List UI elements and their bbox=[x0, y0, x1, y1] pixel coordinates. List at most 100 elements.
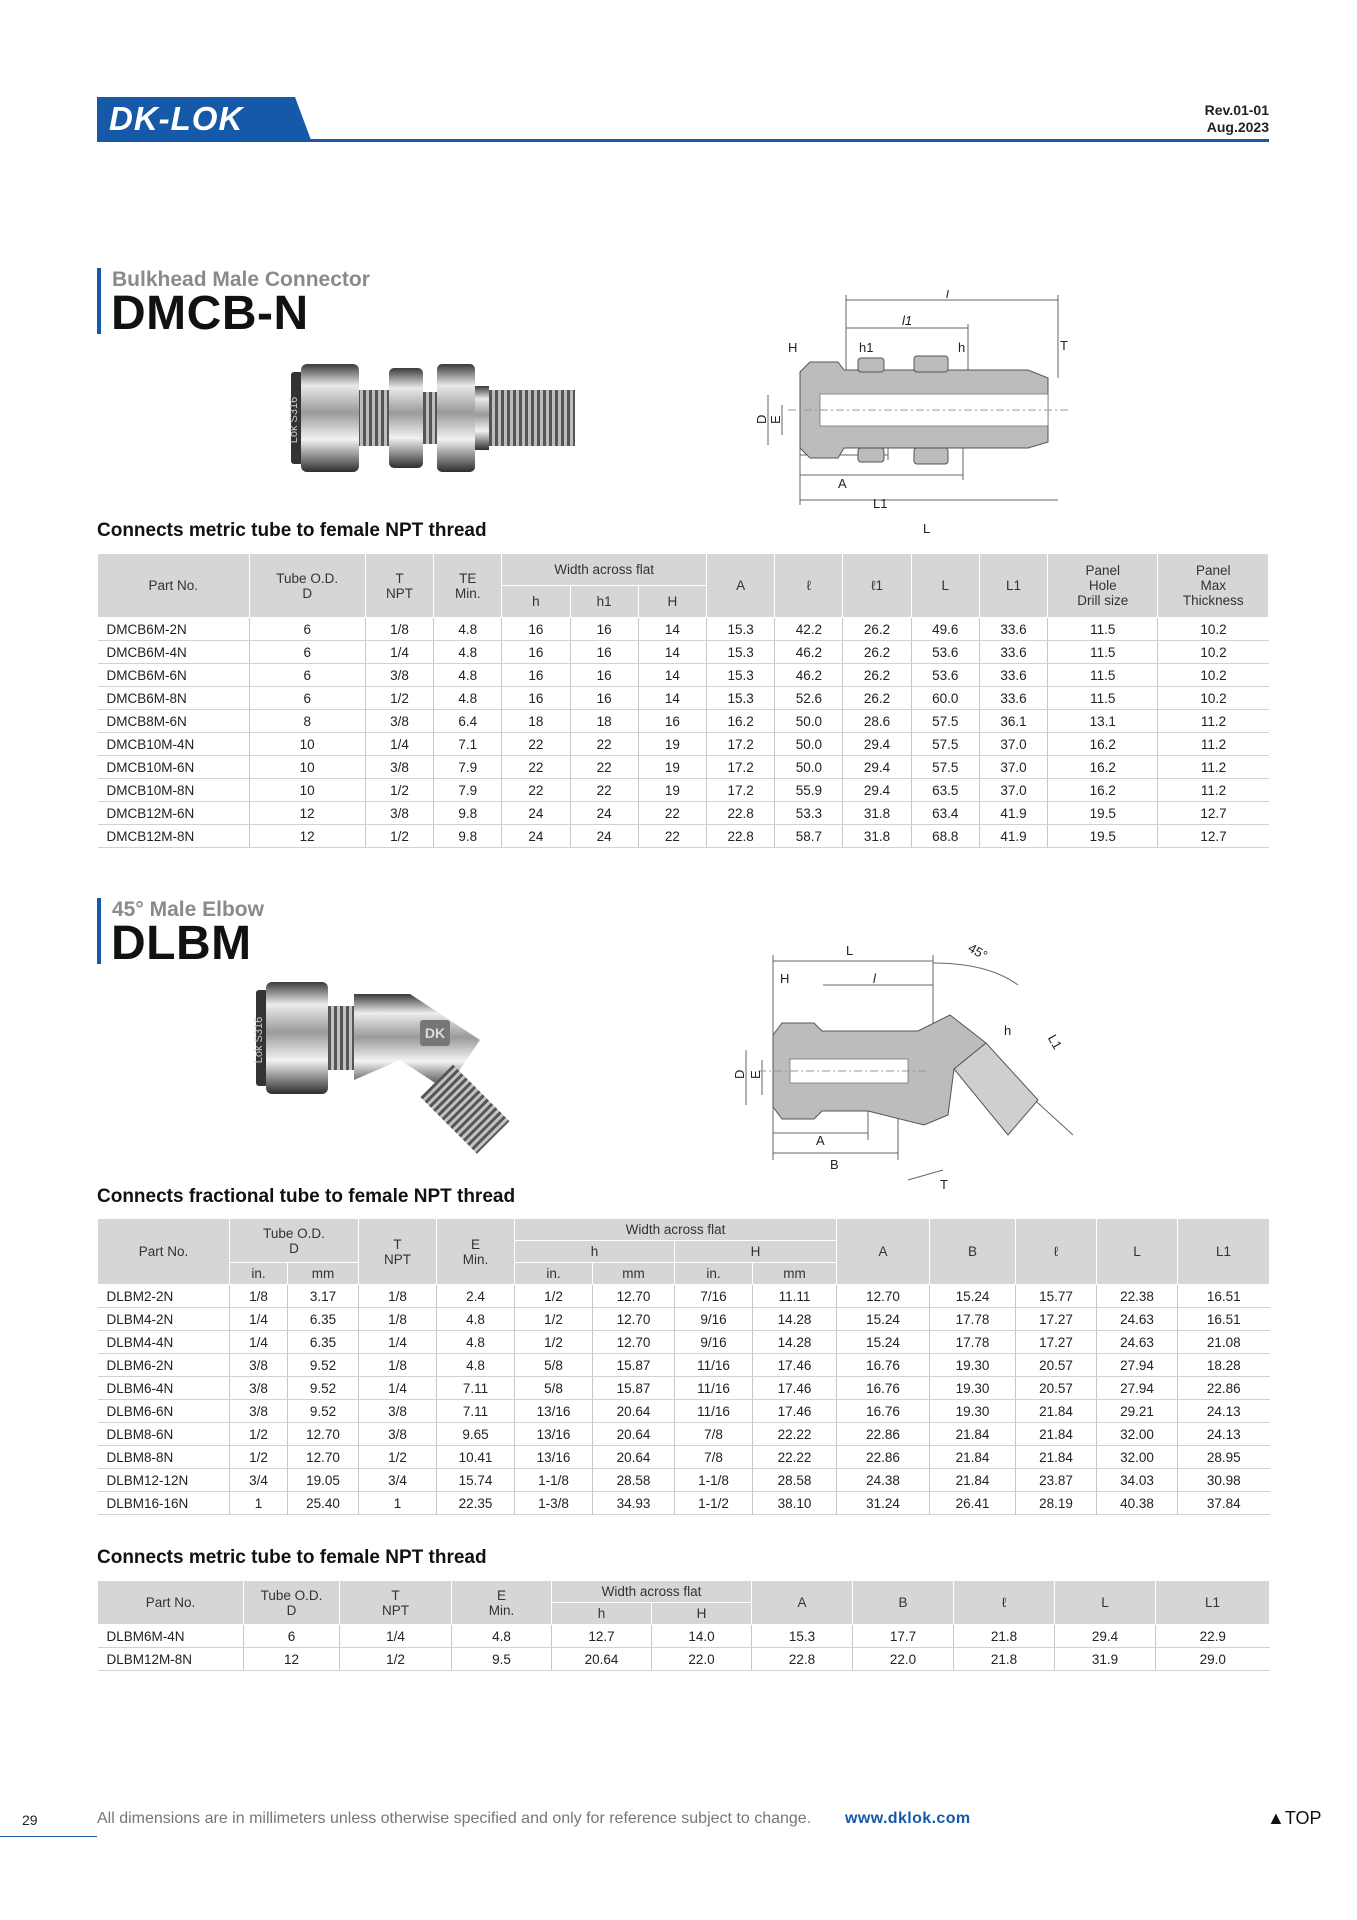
svg-text:T: T bbox=[940, 1177, 948, 1192]
table-cell: 15.3 bbox=[705, 663, 775, 687]
part-number-cell: DLBM8-6N bbox=[97, 1422, 230, 1446]
table-cell: 22.38 bbox=[1096, 1284, 1178, 1308]
table-cell: 37.0 bbox=[978, 732, 1048, 756]
table-cell: 22.35 bbox=[436, 1491, 515, 1515]
table-cell: 15.24 bbox=[836, 1307, 930, 1331]
table-row: DMCB10M-4N 10 1/4 7.1 22 22 19 17.2 50.0 29.4 57.5… bbox=[97, 732, 1269, 756]
col-part-no: Part No. bbox=[97, 1580, 244, 1625]
table-cell: 6.35 bbox=[287, 1330, 359, 1354]
svg-text:L1: L1 bbox=[1045, 1032, 1065, 1052]
back-to-top-link[interactable]: ▲TOP bbox=[1267, 1808, 1322, 1828]
col-tube-od: Tube O.D. D bbox=[243, 1580, 340, 1625]
table-cell: 19 bbox=[637, 778, 707, 802]
table-cell: 16.76 bbox=[836, 1353, 930, 1377]
table-row: DLBM6-6N 3/8 9.52 3/8 7.11 13/16 20.64 11/16 17.… bbox=[97, 1399, 1270, 1423]
website-link[interactable]: www.dklok.com bbox=[845, 1810, 971, 1827]
svg-text:D: D bbox=[754, 415, 769, 424]
part-number-cell: DLBM4-4N bbox=[97, 1330, 230, 1354]
table-cell: 1/2 bbox=[229, 1445, 288, 1469]
table-cell: 22 bbox=[569, 778, 639, 802]
table-cell: 11/16 bbox=[674, 1376, 753, 1400]
table-cell: 11.5 bbox=[1047, 686, 1158, 710]
col-width-across-flat: Width across flat bbox=[513, 1218, 838, 1241]
table-cell: 6 bbox=[248, 686, 366, 710]
table-cell: 24.38 bbox=[836, 1468, 930, 1492]
table-cell: 20.64 bbox=[592, 1422, 675, 1446]
table-cell: 29.4 bbox=[842, 732, 912, 756]
table-cell: 21.8 bbox=[953, 1647, 1055, 1671]
col-part-no: Part No. bbox=[97, 1218, 230, 1285]
table-cell: 3/8 bbox=[364, 801, 434, 825]
table-cell: 6 bbox=[248, 617, 366, 641]
page-number: 29 bbox=[22, 1812, 38, 1828]
col-H: H bbox=[637, 585, 708, 618]
col-h1: h1 bbox=[569, 585, 639, 618]
table-cell: 15.3 bbox=[705, 640, 775, 664]
table-cell: 19.05 bbox=[287, 1468, 359, 1492]
table-cell: 20.57 bbox=[1015, 1353, 1097, 1377]
col-l-small: ℓ bbox=[774, 553, 844, 618]
svg-text:DK: DK bbox=[425, 1025, 445, 1041]
table-cell: 22.0 bbox=[852, 1647, 954, 1671]
table-cell: 12.70 bbox=[592, 1307, 675, 1331]
table-cell: 33.6 bbox=[978, 686, 1048, 710]
table-cell: 1-1/8 bbox=[514, 1468, 593, 1492]
table-cell: 11/16 bbox=[674, 1399, 753, 1423]
table-cell: 33.6 bbox=[978, 663, 1048, 687]
col-L1: L1 bbox=[1177, 1218, 1271, 1285]
table-cell: 10 bbox=[248, 755, 366, 779]
table-cell: 10.2 bbox=[1157, 640, 1269, 664]
table-cell: 31.9 bbox=[1054, 1647, 1156, 1671]
table-cell: 11.11 bbox=[751, 1284, 837, 1308]
table-cell: 11.5 bbox=[1047, 617, 1158, 641]
table-cell: 36.1 bbox=[978, 709, 1048, 733]
table-cell: 3/8 bbox=[358, 1399, 437, 1423]
table-cell: 15.3 bbox=[751, 1624, 853, 1648]
table-row: DLBM16-16N 1 25.40 1 22.35 1-3/8 34.93 1-1/2 38.… bbox=[97, 1491, 1270, 1515]
svg-text:l1: l1 bbox=[902, 313, 912, 328]
table-cell: 13/16 bbox=[514, 1399, 593, 1423]
table-cell: 22 bbox=[637, 824, 707, 848]
table-cell: 27.94 bbox=[1096, 1376, 1178, 1400]
table-cell: 29.4 bbox=[842, 755, 912, 779]
table-cell: 38.10 bbox=[751, 1491, 837, 1515]
table-cell: 1/2 bbox=[364, 778, 434, 802]
table-cell: 22.86 bbox=[836, 1422, 930, 1446]
table-cell: 17.27 bbox=[1015, 1330, 1097, 1354]
table-cell: 57.5 bbox=[910, 709, 980, 733]
table-cell: 34.03 bbox=[1096, 1468, 1178, 1492]
table-cell: 11.2 bbox=[1157, 755, 1269, 779]
table-cell: 42.2 bbox=[774, 617, 843, 641]
svg-text:l: l bbox=[946, 290, 950, 301]
table-cell: 15.24 bbox=[836, 1330, 930, 1354]
table-cell: 15.74 bbox=[436, 1468, 515, 1492]
svg-text:T: T bbox=[1060, 338, 1068, 353]
table-cell: 16.2 bbox=[705, 709, 775, 733]
table-cell: 4.8 bbox=[436, 1353, 515, 1377]
table-cell: 31.8 bbox=[842, 801, 912, 825]
table-cell: 7.9 bbox=[433, 778, 502, 802]
table-cell: 7/16 bbox=[674, 1284, 753, 1308]
table-cell: 14.28 bbox=[751, 1330, 837, 1354]
table-cell: 14 bbox=[637, 640, 707, 664]
table-cell: 17.78 bbox=[929, 1307, 1016, 1331]
table-cell: 15.77 bbox=[1015, 1284, 1097, 1308]
table-row: DMCB6M-2N 6 1/8 4.8 16 16 14 15.3 42.2 26.2 49.6 33… bbox=[97, 617, 1269, 641]
table-cell: 58.7 bbox=[774, 824, 843, 848]
table-cell: 1/8 bbox=[229, 1284, 288, 1308]
table-cell: 6.35 bbox=[287, 1307, 359, 1331]
table-cell: 22.22 bbox=[751, 1445, 837, 1469]
table-cell: 63.4 bbox=[910, 801, 980, 825]
svg-text:DK-LOK: DK-LOK bbox=[109, 100, 244, 137]
table-cell: 28.19 bbox=[1015, 1491, 1097, 1515]
part-number-cell: DLBM6-2N bbox=[97, 1353, 230, 1377]
svg-text:h: h bbox=[1004, 1023, 1011, 1038]
table-cell: 3/8 bbox=[229, 1353, 288, 1377]
part-number-cell: DMCB10M-6N bbox=[97, 755, 249, 779]
table-row: DMCB12M-8N 12 1/2 9.8 24 24 22 22.8 58.7 31.8 68.8… bbox=[97, 824, 1269, 848]
table-cell: 22.9 bbox=[1155, 1624, 1270, 1648]
table-cell: 9.52 bbox=[287, 1376, 359, 1400]
table-cell: 11/16 bbox=[674, 1353, 753, 1377]
table-cell: 9.8 bbox=[433, 824, 502, 848]
table-cell: 14.0 bbox=[651, 1624, 752, 1648]
